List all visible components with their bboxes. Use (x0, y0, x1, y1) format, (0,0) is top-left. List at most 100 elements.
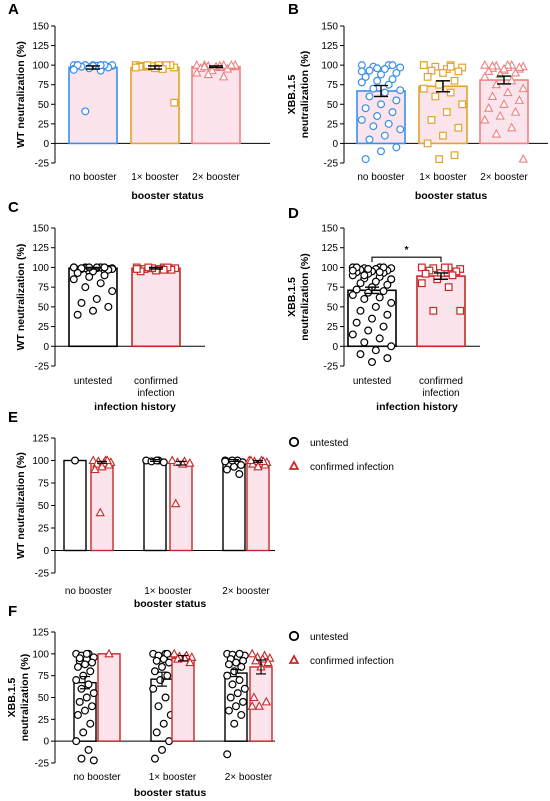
data-point (235, 649, 244, 658)
data-point (364, 288, 373, 297)
data-point (364, 265, 373, 274)
data-point (442, 108, 451, 117)
data-point (163, 649, 172, 658)
data-point (230, 719, 239, 728)
data-point (373, 76, 382, 85)
data-point (518, 153, 528, 163)
data-point (249, 692, 259, 702)
data-point (387, 275, 396, 284)
data-point (77, 754, 86, 763)
data-point (131, 63, 140, 72)
data-point (108, 287, 117, 296)
y-tick-label: 0 (43, 139, 49, 150)
y-tick-label: 75 (38, 283, 50, 294)
y-tick-label: 125 (32, 243, 49, 254)
data-point (369, 84, 378, 93)
x-axis-title: infection history (94, 401, 176, 413)
y-tick-label: 0 (43, 737, 49, 748)
data-point (222, 465, 231, 474)
data-point (158, 662, 167, 671)
data-point (170, 98, 179, 107)
x-tick-label: untested (74, 376, 112, 387)
x-axis-title: booster status (134, 598, 207, 610)
panel-label: C (8, 199, 19, 216)
data-point (368, 358, 377, 367)
bar (246, 460, 270, 552)
data-point (427, 116, 436, 124)
y-tick-label: 125 (32, 628, 49, 639)
y-axis-title-group: XBB.1.5 neutralization (%) (286, 51, 311, 139)
bar (90, 461, 114, 552)
legend: untested confirmed infection (288, 630, 394, 667)
data-point (97, 461, 107, 471)
data-point (435, 80, 444, 89)
data-point (384, 80, 393, 89)
data-point (383, 354, 392, 363)
data-point (368, 314, 377, 323)
data-point (483, 66, 494, 75)
legend-label: untested (310, 632, 348, 643)
data-point (361, 104, 370, 113)
data-point (88, 658, 97, 667)
data-point (170, 498, 181, 508)
data-point (95, 507, 105, 517)
data-point (439, 131, 447, 140)
data-point (233, 689, 242, 698)
y-tick-label: 25 (38, 524, 50, 535)
data-point (380, 88, 389, 97)
data-point (392, 143, 401, 152)
data-point (85, 272, 94, 281)
y-axis-title-group: XBB.1.5 neutralization (%) (286, 253, 311, 341)
x-tick-label: 1× booster (149, 772, 197, 783)
data-point (514, 95, 525, 104)
data-point (224, 706, 233, 715)
y-tick-label: 100 (32, 263, 49, 274)
data-point (360, 271, 369, 280)
data-point (150, 667, 159, 676)
legend-marker (288, 436, 300, 448)
data-point (439, 69, 447, 77)
y-tick-label: -25 (324, 159, 339, 170)
panel-b: B -25 0 25 50 75 100 125 150 XBB.1.5 neutralizatio… (286, 1, 548, 202)
data-point (163, 671, 172, 680)
y-tick-label: 100 (321, 263, 338, 274)
data-point (506, 75, 517, 85)
data-point (360, 294, 369, 303)
data-point (223, 750, 232, 759)
bar (416, 275, 466, 348)
data-point (510, 106, 521, 116)
data-point (352, 318, 361, 327)
data-point (444, 283, 453, 292)
y-tick-label: 150 (32, 224, 49, 235)
data-point (247, 648, 257, 658)
data-point (480, 59, 490, 69)
y-tick-label: 75 (38, 80, 50, 91)
data-point (518, 83, 528, 93)
y-tick-label: 50 (38, 100, 50, 111)
y-tick-label: 125 (32, 434, 49, 445)
data-point (89, 756, 98, 765)
data-point (207, 65, 217, 75)
data-point (261, 696, 272, 706)
y-tick-label: -25 (35, 362, 50, 373)
x-axis-title: booster status (131, 190, 204, 202)
data-point (421, 269, 430, 278)
data-point (499, 99, 509, 108)
x-tick-label: infection (422, 388, 459, 399)
data-point (263, 657, 273, 667)
data-point (73, 662, 82, 671)
data-point (380, 131, 389, 140)
data-point (88, 455, 98, 465)
legend-label: confirmed infection (310, 462, 394, 473)
data-point (371, 346, 380, 355)
data-point (450, 151, 459, 160)
data-point (377, 100, 386, 109)
panel-label: E (8, 409, 18, 426)
data-point (226, 693, 235, 702)
data-point (357, 115, 366, 124)
data-point (383, 310, 392, 319)
data-point (75, 697, 84, 706)
data-point (495, 110, 505, 120)
data-point (396, 63, 405, 72)
data-point (228, 680, 237, 689)
